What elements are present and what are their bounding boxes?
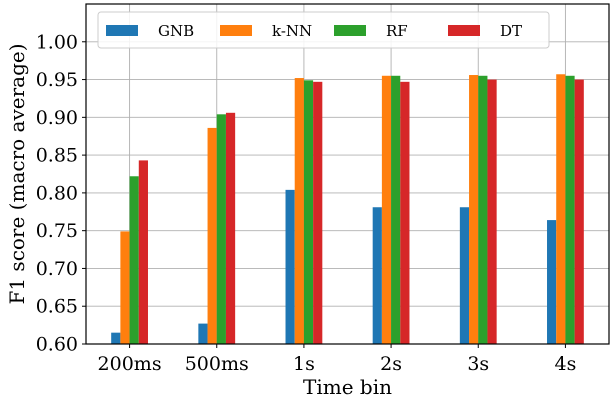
x-tick-label: 500ms bbox=[185, 353, 249, 375]
y-tick-label: 0.65 bbox=[36, 296, 78, 318]
bar-rf-3s bbox=[478, 75, 488, 345]
bar-gnb-1s bbox=[285, 189, 295, 344]
legend-label: RF bbox=[386, 22, 408, 40]
y-tick-label: 1.00 bbox=[36, 31, 78, 53]
x-tick-label: 4s bbox=[554, 353, 576, 375]
legend-box bbox=[97, 11, 550, 49]
x-tick-label: 1s bbox=[293, 353, 315, 375]
plot-frame bbox=[85, 3, 610, 345]
x-tick-label: 200ms bbox=[98, 353, 162, 375]
x-tick-label: 2s bbox=[380, 353, 402, 375]
legend-swatch bbox=[334, 25, 366, 36]
bar-dt-1s bbox=[313, 81, 323, 345]
bar-k-nn-3s bbox=[469, 75, 479, 345]
y-tick-label: 0.60 bbox=[36, 334, 78, 356]
legend-label: DT bbox=[500, 22, 522, 40]
bar-rf-2s bbox=[391, 75, 401, 345]
bar-dt-2s bbox=[400, 81, 410, 345]
bar-rf-500ms bbox=[216, 114, 226, 344]
x-tick-label: 3s bbox=[467, 353, 489, 375]
y-axis-label: F1 score (macro average) bbox=[5, 43, 29, 304]
legend-label: k-NN bbox=[272, 22, 312, 40]
legend: GNB k-NN RF DT bbox=[97, 11, 550, 49]
bar-gnb-3s bbox=[459, 207, 470, 344]
grid bbox=[86, 4, 609, 345]
bar-dt-3s bbox=[487, 79, 497, 345]
bar-rf-1s bbox=[303, 80, 314, 345]
bar-k-nn-500ms bbox=[207, 127, 217, 345]
bar-dt-500ms bbox=[225, 112, 236, 344]
bar-gnb-2s bbox=[372, 207, 382, 344]
y-axis-ticks: 0.60 0.65 0.70 0.75 0.80 0.85 0.90 0.95 1.00 bbox=[36, 31, 86, 356]
bar-dt-4s bbox=[574, 79, 584, 345]
bar-k-nn-200ms bbox=[120, 231, 130, 344]
bar-k-nn-4s bbox=[556, 74, 566, 345]
bar-k-nn-2s bbox=[381, 75, 392, 345]
bar-dt-200ms bbox=[138, 160, 148, 344]
y-tick-label: 0.80 bbox=[36, 182, 78, 204]
bar-k-nn-1s bbox=[294, 78, 304, 345]
y-tick-label: 0.85 bbox=[36, 145, 78, 167]
bar-gnb-200ms bbox=[111, 332, 121, 344]
y-tick-label: 0.70 bbox=[36, 258, 78, 280]
bar-rf-4s bbox=[565, 75, 575, 345]
legend-swatch bbox=[106, 25, 138, 36]
bar-rf-200ms bbox=[129, 176, 139, 344]
y-tick-label: 0.75 bbox=[36, 220, 78, 242]
bars bbox=[111, 74, 584, 345]
y-tick-label: 0.90 bbox=[36, 107, 78, 129]
legend-swatch bbox=[448, 25, 480, 36]
y-tick-label: 0.95 bbox=[36, 69, 78, 91]
bar-gnb-500ms bbox=[198, 323, 208, 344]
bar-gnb-4s bbox=[547, 220, 557, 344]
legend-label: GNB bbox=[158, 22, 194, 40]
x-axis-ticks: 200ms 500ms 1s 2s 3s 4s bbox=[98, 344, 576, 375]
x-axis-label: Time bin bbox=[303, 375, 392, 399]
legend-swatch bbox=[220, 25, 252, 36]
